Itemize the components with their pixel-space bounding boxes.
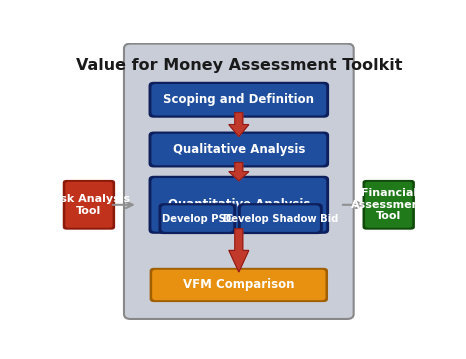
FancyBboxPatch shape (238, 203, 323, 234)
Text: Value for Money Assessment Toolkit: Value for Money Assessment Toolkit (75, 58, 402, 73)
Polygon shape (229, 229, 249, 272)
FancyBboxPatch shape (151, 178, 326, 232)
Text: Risk Analysis
Tool: Risk Analysis Tool (48, 194, 130, 216)
FancyBboxPatch shape (161, 205, 233, 232)
FancyBboxPatch shape (158, 203, 236, 234)
FancyBboxPatch shape (149, 131, 329, 167)
Text: Develop Shadow Bid: Develop Shadow Bid (223, 214, 338, 224)
FancyBboxPatch shape (149, 82, 329, 118)
FancyBboxPatch shape (150, 268, 328, 302)
FancyBboxPatch shape (63, 180, 115, 230)
FancyBboxPatch shape (151, 134, 326, 165)
FancyBboxPatch shape (363, 180, 415, 230)
Text: Develop PSC: Develop PSC (162, 214, 233, 224)
Text: Scoping and Definition: Scoping and Definition (163, 93, 315, 106)
Polygon shape (229, 163, 249, 181)
Text: VFM Comparison: VFM Comparison (183, 279, 295, 292)
FancyBboxPatch shape (124, 44, 354, 319)
FancyBboxPatch shape (149, 176, 329, 234)
FancyBboxPatch shape (65, 182, 113, 228)
FancyBboxPatch shape (152, 270, 326, 300)
FancyBboxPatch shape (241, 205, 320, 232)
Text: Quantitative Analysis: Quantitative Analysis (168, 198, 310, 211)
Text: Qualitative Analysis: Qualitative Analysis (172, 143, 305, 156)
FancyBboxPatch shape (151, 84, 326, 116)
Text: Financial
Assessment
Tool: Financial Assessment Tool (351, 188, 426, 222)
Polygon shape (229, 113, 249, 136)
FancyBboxPatch shape (365, 182, 412, 228)
